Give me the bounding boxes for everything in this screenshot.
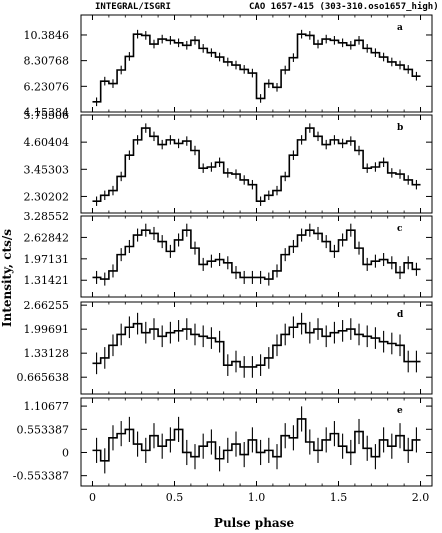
panel-a: 4.15384 6.23076 8.30768 10.3846 a [24,14,433,119]
y-tick-label: 1.33128 [24,347,70,360]
y-tick-label: -0.553387 [13,470,69,483]
y-tick-label: 4.15384 [24,106,70,119]
y-tick-label: 1.10677 [24,400,70,413]
step-line [92,418,421,462]
panel-e: 0 0.5 1.0 1.5 2.0 -0.553387 0 0.553387 1.10677 e [13,397,433,504]
y-tick-label: 5.75506 [24,109,70,122]
x-tick-label: 1.0 [248,491,266,504]
y-tick-label: 3.45303 [24,163,70,176]
y-tick-label: 8.30768 [24,55,70,68]
panel-label: e [397,406,403,416]
panel-label: d [397,310,404,320]
x-tick-label: 0 [89,491,96,504]
y-tick-label: 4.60404 [24,136,70,149]
panel-frame [80,301,433,395]
panel-b: 2.30202 3.45303 4.60404 5.75506 b [24,109,433,214]
panels: 4.15384 6.23076 8.30768 10.3846 a 2.30202 3.45… [13,14,433,504]
x-tick-label: 2.0 [412,491,430,504]
panel-label: c [397,224,403,234]
step-line [92,33,421,103]
y-tick-label: 6.23076 [24,80,70,93]
y-tick-label: 1.99691 [24,323,70,336]
y-tick-label: 1.31421 [24,274,70,287]
y-tick-label: 2.30202 [24,190,70,203]
panel-label: b [397,123,403,133]
x-axis-label: Pulse phase [214,516,295,530]
x-tick-label: 1.5 [330,491,348,504]
instrument-label: INTEGRAL/ISGRI [95,2,171,12]
y-tick-label: 3.28552 [24,210,70,223]
y-tick-label: 10.3846 [24,29,70,42]
x-tick-label: 0.5 [166,491,184,504]
step-line [92,229,421,280]
y-tick-label: 1.97131 [24,253,70,266]
panel-label: a [397,23,403,33]
panel-frame [80,215,433,298]
y-tick-label: 2.62842 [24,231,70,244]
panel-d: 0.665638 1.33128 1.99691 2.66255 d [17,299,433,395]
y-tick-label: 0 [62,446,69,459]
y-axis-label: Intensity, cts/s [0,229,14,327]
source-label: CAO 1657-415 (303-310.oso1657_high) [249,1,439,12]
y-tick-label: 2.66255 [24,299,70,312]
panel-c: 1.31421 1.97131 2.62842 3.28552 c [24,210,433,298]
y-tick-label: 0.665638 [17,371,70,384]
step-line [92,127,421,203]
y-tick-label: 0.553387 [17,423,70,436]
step-line [92,322,421,368]
